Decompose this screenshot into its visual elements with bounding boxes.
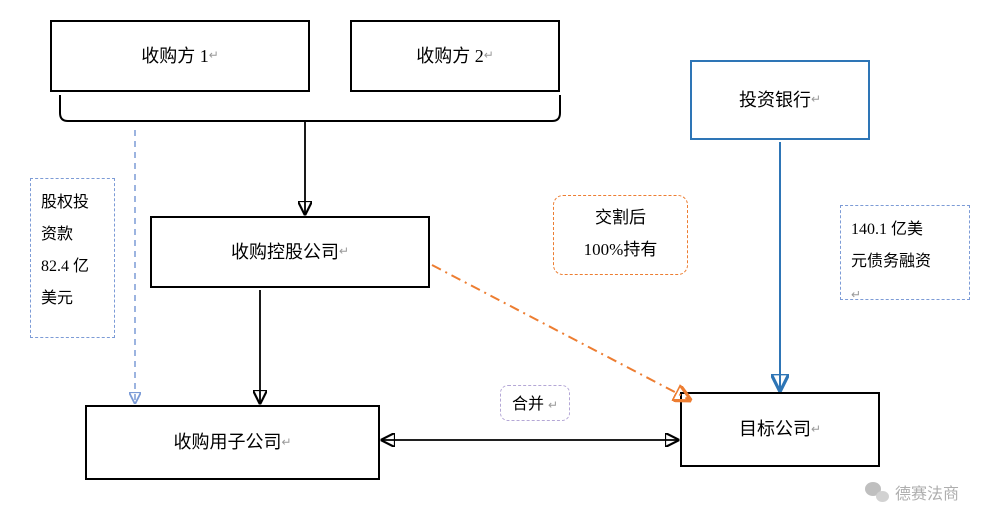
return-mark: ↵ (851, 287, 861, 301)
note-post-close-text: 交割后 100%持有 (566, 202, 675, 267)
return-mark: ↵ (811, 89, 821, 111)
note-equity: 股权投 资款 82.4 亿 美元 (30, 178, 115, 338)
edge-holding-to-target (432, 265, 690, 400)
return-mark: ↵ (484, 45, 494, 67)
node-investment-bank-label: 投资银行 (739, 84, 811, 116)
node-acquirer-1: 收购方 1 ↵ (50, 20, 310, 92)
edge-bracket (60, 95, 560, 121)
node-holding: 收购控股公司 ↵ (150, 216, 430, 288)
node-holding-label: 收购控股公司 (231, 236, 339, 268)
return-mark: ↵ (281, 432, 291, 454)
node-sub: 收购用子公司 ↵ (85, 405, 380, 480)
note-post-close: 交割后 100%持有 (553, 195, 688, 275)
return-mark: ↵ (811, 419, 821, 441)
return-mark: ↵ (339, 241, 349, 263)
wechat-icon (865, 482, 889, 502)
note-debt: 140.1 亿美 元债务融资 ↵ (840, 205, 970, 300)
watermark-text: 德赛法商 (895, 480, 959, 504)
watermark: 德赛法商 (865, 480, 959, 504)
node-target: 目标公司 ↵ (680, 392, 880, 467)
node-acquirer-2-label: 收购方 2 (416, 40, 484, 72)
return-mark: ↵ (548, 398, 558, 412)
node-sub-label: 收购用子公司 (173, 426, 281, 458)
note-debt-text: 140.1 亿美 元债务融资 (851, 214, 959, 278)
node-target-label: 目标公司 (739, 413, 811, 445)
return-mark: ↵ (209, 45, 219, 67)
node-acquirer-1-label: 收购方 1 (141, 40, 209, 72)
note-equity-text: 股权投 资款 82.4 亿 美元 (41, 187, 104, 315)
node-acquirer-2: 收购方 2 ↵ (350, 20, 560, 92)
node-investment-bank: 投资银行 ↵ (690, 60, 870, 140)
note-merge-text: 合并 (512, 396, 544, 413)
note-merge: 合并 ↵ (500, 385, 570, 421)
